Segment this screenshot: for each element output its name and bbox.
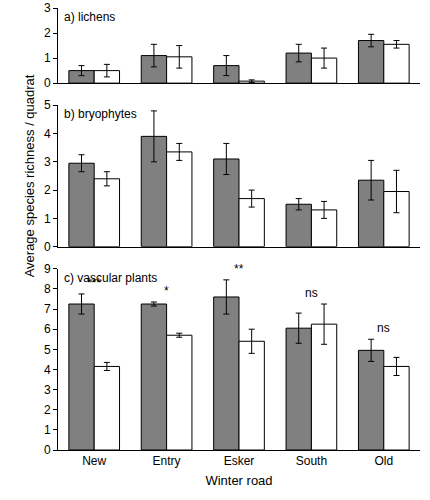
svg-text:4: 4	[44, 127, 51, 141]
svg-text:ns: ns	[377, 321, 390, 335]
svg-text:*: *	[164, 284, 169, 298]
svg-text:9: 9	[44, 262, 51, 276]
svg-text:ns: ns	[305, 286, 318, 300]
svg-text:**: **	[234, 262, 244, 276]
svg-text:Entry: Entry	[153, 454, 181, 468]
svg-text:0: 0	[44, 443, 51, 457]
svg-text:Old: Old	[374, 454, 393, 468]
svg-text:South: South	[296, 454, 327, 468]
svg-text:b) bryophytes: b) bryophytes	[64, 107, 137, 121]
svg-text:2: 2	[44, 403, 51, 417]
svg-text:5: 5	[44, 343, 51, 357]
svg-text:a) lichens: a) lichens	[64, 10, 115, 24]
svg-text:6: 6	[44, 322, 51, 336]
svg-text:5: 5	[44, 98, 51, 112]
svg-text:1: 1	[44, 423, 51, 437]
svg-text:4: 4	[44, 363, 51, 377]
svg-text:Average species richness / qua: Average species richness / quadrat	[22, 74, 37, 277]
svg-text:0: 0	[44, 240, 51, 254]
svg-text:7: 7	[44, 302, 51, 316]
svg-text:3: 3	[44, 1, 51, 15]
svg-text:3: 3	[44, 155, 51, 169]
svg-text:Esker: Esker	[224, 454, 255, 468]
svg-text:2: 2	[44, 183, 51, 197]
svg-text:3: 3	[44, 383, 51, 397]
svg-text:0: 0	[44, 76, 51, 90]
svg-text:1: 1	[44, 212, 51, 226]
svg-text:New: New	[82, 454, 106, 468]
svg-text:1: 1	[44, 51, 51, 65]
svg-text:***: ***	[87, 276, 101, 290]
svg-text:8: 8	[44, 282, 51, 296]
svg-text:c) vascular plants: c) vascular plants	[64, 271, 157, 285]
svg-text:2: 2	[44, 26, 51, 40]
svg-text:Winter road: Winter road	[205, 473, 272, 488]
